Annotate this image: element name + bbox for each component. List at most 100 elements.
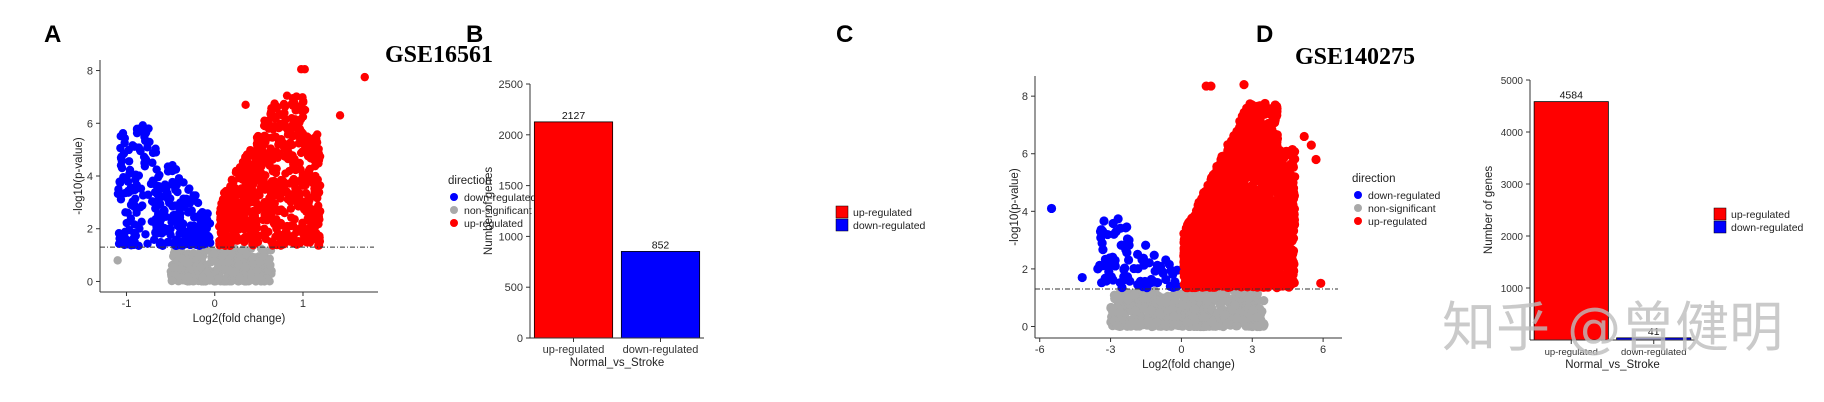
point-up-regulated [1279, 176, 1289, 186]
point-down-regulated [1096, 225, 1106, 235]
y-tick-label: 2000 [1501, 232, 1524, 243]
point-up-regulated [246, 145, 255, 155]
point-non-significant [241, 250, 251, 259]
point-down-regulated [1124, 235, 1134, 245]
point-up-regulated [263, 182, 272, 192]
point-non-significant [183, 272, 193, 281]
y-tick-label: 0 [517, 333, 523, 345]
y-axis-label: -log10(p-value) [1009, 168, 1021, 246]
point-up-regulated [1287, 236, 1297, 246]
point-down-regulated [124, 145, 133, 155]
point-non-significant [1252, 312, 1262, 322]
point-up-regulated [242, 233, 251, 243]
point-non-significant [1222, 319, 1232, 329]
point-down-regulated [141, 230, 150, 239]
point-up-regulated [1250, 223, 1260, 233]
point-up-regulated [1273, 270, 1283, 280]
point-non-significant [174, 263, 184, 273]
point-up-regulated [1251, 205, 1262, 215]
point-up-regulated [243, 157, 252, 167]
point-up-regulated [1226, 270, 1237, 280]
bar-value-label: 4584 [1560, 90, 1584, 102]
point-up-regulated [1287, 144, 1297, 155]
point-up-regulated [1240, 175, 1250, 185]
point-down-regulated [118, 128, 128, 138]
legend-marker-down-regulated [1354, 191, 1362, 199]
point-down-regulated [1103, 229, 1113, 240]
point-up-regulated [311, 171, 320, 181]
point-up-regulated [283, 195, 293, 204]
point-down-regulated [130, 220, 139, 229]
point-up-regulated [301, 189, 311, 198]
point-up-regulated [1287, 257, 1297, 267]
point-up-regulated [287, 213, 296, 222]
point-up-regulated [291, 165, 300, 175]
y-tick-label: 8 [87, 66, 93, 78]
volcano-plot-c: GSE140275 -6 -3 0 3 6 0 2 4 6 8 Log2(fold change) -l… [1009, 44, 1441, 371]
bar-chart-b: 2127 up-regulated 852 down-regulated 0 500 100… [483, 79, 926, 369]
point-up-regulated [1258, 204, 1268, 215]
point-up-regulated [1227, 245, 1238, 255]
point-down-regulated [171, 185, 180, 195]
point-up-regulated [276, 205, 286, 214]
legend-marker-non-significant [1354, 204, 1362, 212]
point-non-significant [1232, 321, 1242, 331]
point-up-regulated [1262, 162, 1272, 173]
point-up-regulated [1288, 219, 1298, 229]
x-tick-label: 1 [300, 298, 306, 310]
point-down-regulated [153, 229, 162, 238]
point-down-regulated [136, 147, 145, 156]
point-non-significant [206, 275, 215, 284]
point-down-regulated [176, 198, 185, 207]
point-down-regulated [184, 185, 193, 194]
point-up-regulated [1247, 234, 1258, 244]
point-down-regulated [121, 208, 130, 217]
point-up-regulated [218, 203, 228, 213]
point-up-regulated [280, 152, 290, 161]
point-non-significant [194, 252, 203, 261]
bar-up-regulated [1533, 101, 1609, 341]
point-up-regulated [1208, 269, 1218, 279]
point-down-regulated [185, 240, 195, 250]
point-up-regulated [1181, 276, 1191, 286]
chart-title: GSE16561 [385, 42, 493, 68]
point-up-regulated [274, 140, 283, 149]
point-down-regulated [146, 179, 156, 189]
point-up-regulated [251, 197, 260, 206]
point-up-regulated [1289, 212, 1299, 222]
point-down-regulated [117, 152, 126, 161]
point-up-regulated [1243, 113, 1253, 123]
point-up-regulated [1229, 131, 1239, 141]
point-down-regulated [1164, 259, 1174, 270]
y-axis-label: -log10(p-value) [73, 137, 85, 215]
point-non-significant [177, 254, 187, 263]
point-up-regulated [1254, 213, 1264, 223]
point-up-regulated [1192, 227, 1202, 238]
point-down-regulated [1121, 245, 1131, 255]
point-non-significant [1160, 320, 1170, 330]
point-down-regulated [130, 231, 140, 240]
point-down-regulated [179, 178, 188, 187]
point-down-regulated [1141, 240, 1151, 250]
y-axis-label: Number of genes [1483, 166, 1495, 254]
legend-swatch-up-regulated [835, 205, 849, 219]
point-down-regulated [158, 192, 167, 201]
point-up-regulated [1272, 258, 1282, 268]
legend-label-non-significant: non-significant [1368, 203, 1436, 215]
point-down-regulated [1150, 266, 1160, 276]
point-down-regulated [183, 208, 193, 217]
point-non-significant [234, 260, 244, 269]
point-up-regulated [312, 184, 322, 193]
legend-marker-non-significant [450, 206, 458, 214]
point-non-significant [1207, 317, 1217, 327]
y-tick-label: 4 [87, 171, 93, 183]
point-up-regulated [297, 106, 306, 116]
point-up-regulated [1259, 109, 1269, 119]
point-non-significant [1108, 307, 1118, 317]
point-down-regulated [1117, 282, 1127, 293]
point-up-regulated [304, 133, 313, 143]
point-non-significant [1129, 290, 1139, 300]
point-up-regulated [1260, 241, 1270, 251]
point-up-regulated [238, 166, 248, 176]
point-up-regulated [1287, 266, 1298, 276]
